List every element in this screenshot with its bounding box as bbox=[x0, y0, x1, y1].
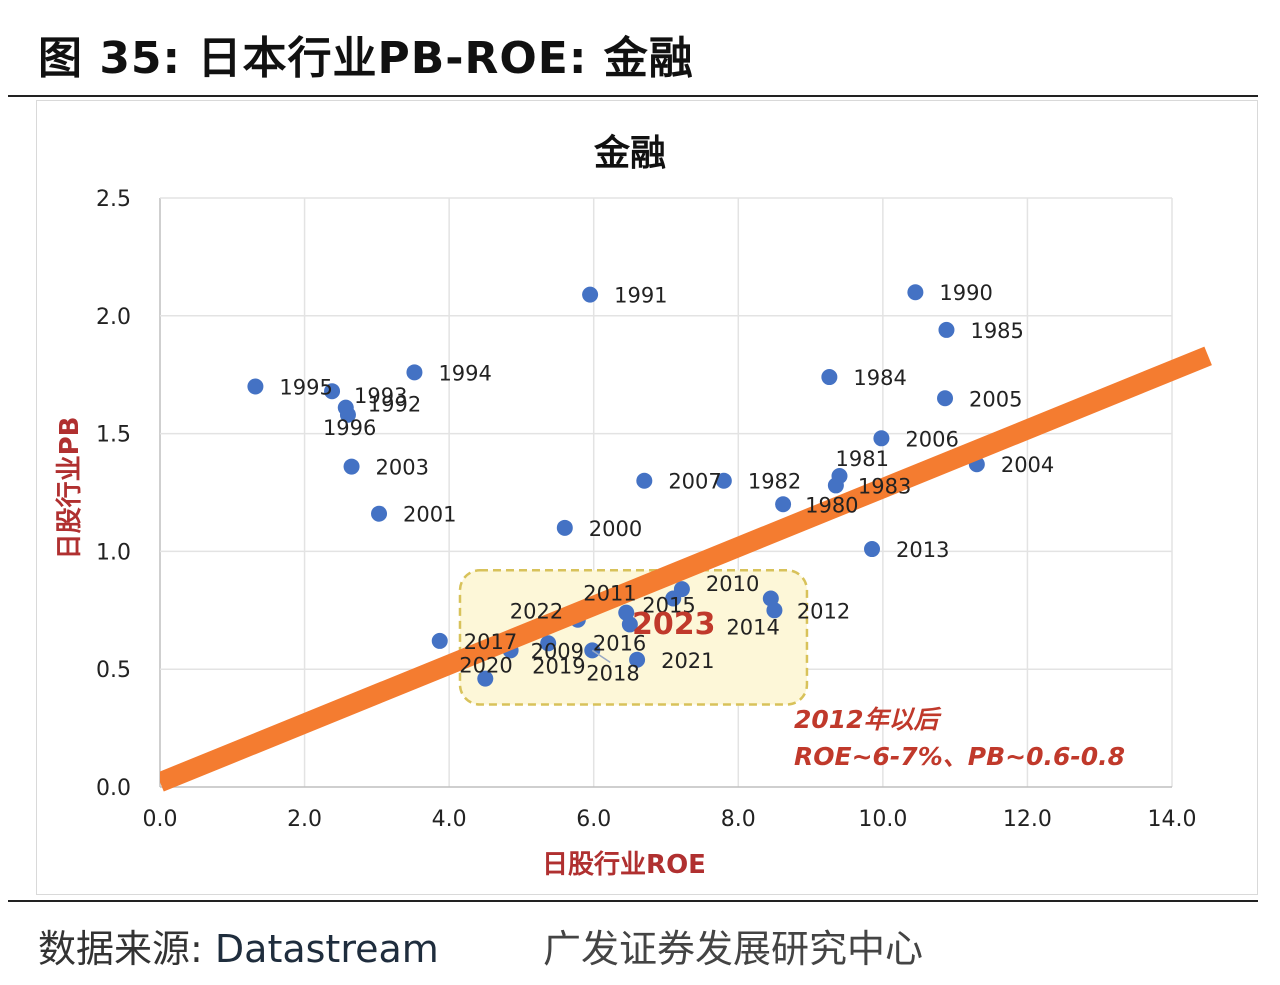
y-tick-label: 0.0 bbox=[96, 776, 131, 801]
point-2005 bbox=[937, 390, 954, 407]
credit-line: 广发证券发展研究中心 bbox=[543, 927, 924, 971]
source-label: 数据来源: bbox=[38, 927, 203, 971]
y-tick-label: 1.5 bbox=[96, 423, 131, 448]
label-2007: 2007 bbox=[668, 470, 721, 494]
source-value: Datastream bbox=[214, 927, 439, 971]
point-2006 bbox=[873, 430, 890, 447]
point-2019 bbox=[540, 635, 557, 652]
x-axis-ticks: 0.0 2.0 4.0 6.0 8.0 10.0 12.0 14.0 bbox=[143, 807, 1197, 832]
label-2004: 2004 bbox=[1001, 453, 1054, 477]
point-2017 bbox=[431, 632, 448, 649]
point-1990 bbox=[907, 284, 924, 301]
point-1994 bbox=[406, 364, 423, 381]
label-1984: 1984 bbox=[853, 366, 906, 390]
label-2000: 2000 bbox=[589, 517, 642, 541]
label-2020: 2020 bbox=[459, 654, 512, 678]
label-2011: 2011 bbox=[583, 582, 636, 606]
y-tick-label: 2.5 bbox=[96, 187, 131, 212]
y-tick-label: 1.0 bbox=[96, 540, 131, 565]
label-2018: 2018 bbox=[586, 661, 639, 685]
label-2019: 2019 bbox=[532, 654, 585, 678]
label-2016: 2016 bbox=[593, 631, 646, 655]
highlight-box bbox=[458, 568, 809, 706]
x-tick-label: 2.0 bbox=[287, 807, 322, 832]
label-2003: 2003 bbox=[376, 456, 429, 480]
label-1996: 1996 bbox=[323, 416, 376, 440]
label-1994: 1994 bbox=[438, 361, 491, 385]
label-1993: 1993 bbox=[354, 384, 407, 408]
x-tick-label: 0.0 bbox=[143, 807, 178, 832]
label-2015: 2015 bbox=[642, 594, 695, 618]
point-1982 bbox=[715, 472, 732, 489]
point-1983 bbox=[827, 477, 844, 494]
point-2014 bbox=[766, 602, 783, 619]
point-2021 bbox=[629, 651, 646, 668]
x-tick-label: 12.0 bbox=[1003, 807, 1052, 832]
x-tick-label: 10.0 bbox=[858, 807, 907, 832]
label-2012: 2012 bbox=[797, 600, 850, 624]
trend-segment bbox=[160, 346, 1212, 792]
point-2011 bbox=[665, 590, 682, 607]
figure-title: 图 35: 日本行业PB-ROE: 金融 bbox=[38, 33, 694, 84]
highlight-region bbox=[458, 568, 809, 706]
x-tick-label: 6.0 bbox=[576, 807, 611, 832]
top-rule bbox=[8, 95, 1258, 97]
x-axis-label: 日股行业ROE bbox=[542, 849, 706, 880]
label-2010: 2010 bbox=[706, 572, 759, 596]
highlight-label: 2023 bbox=[632, 607, 716, 642]
label-2013: 2013 bbox=[896, 538, 949, 562]
chart-title: 金融 bbox=[593, 132, 666, 174]
label-2021: 2021 bbox=[661, 649, 714, 673]
label-2022: 2022 bbox=[510, 600, 563, 624]
label-2001: 2001 bbox=[403, 503, 456, 527]
point-2003 bbox=[343, 458, 360, 475]
x-tick-label: 14.0 bbox=[1148, 807, 1197, 832]
point-2007 bbox=[636, 472, 653, 489]
point-1996 bbox=[339, 406, 356, 423]
point-1995 bbox=[247, 378, 264, 395]
y-axis-ticks: 0.0 0.5 1.0 1.5 2.0 2.5 bbox=[96, 187, 131, 801]
annotation-line-1: 2012年以后 bbox=[794, 705, 942, 734]
chart-frame bbox=[36, 100, 1258, 895]
label-2014: 2014 bbox=[726, 615, 779, 639]
point-2000 bbox=[556, 519, 573, 536]
label-1990: 1990 bbox=[939, 281, 992, 305]
annotation-line-2: ROE~6-7%、PB~0.6-0.8 bbox=[794, 742, 1125, 771]
point-1985 bbox=[938, 321, 955, 338]
label-1995: 1995 bbox=[279, 375, 332, 399]
point-1993 bbox=[324, 383, 341, 400]
data-points bbox=[247, 284, 985, 687]
label-2005: 2005 bbox=[969, 387, 1022, 411]
label-1981: 1981 bbox=[835, 447, 888, 471]
label-1991: 1991 bbox=[614, 284, 667, 308]
point-1991 bbox=[582, 286, 599, 303]
label-2006: 2006 bbox=[905, 427, 958, 451]
source-line: 数据来源: Datastream bbox=[38, 918, 439, 973]
label-2017: 2017 bbox=[464, 630, 517, 654]
point-1984 bbox=[821, 369, 838, 386]
leader-2018 bbox=[591, 649, 611, 663]
y-axis-label: 日股行业PB bbox=[54, 417, 85, 560]
label-2009: 2009 bbox=[531, 639, 584, 663]
annotations: 2012年以后 ROE~6-7%、PB~0.6-0.8 bbox=[794, 705, 1125, 771]
trend-line bbox=[160, 346, 1212, 792]
bottom-rule bbox=[8, 900, 1258, 902]
point-2013 bbox=[864, 541, 881, 558]
y-tick-label: 2.0 bbox=[96, 305, 131, 330]
label-1982: 1982 bbox=[748, 470, 801, 494]
label-1983: 1983 bbox=[858, 474, 911, 498]
label-1985: 1985 bbox=[970, 319, 1023, 343]
y-tick-label: 0.5 bbox=[96, 658, 131, 683]
point-2020 bbox=[477, 670, 494, 687]
point-2016 bbox=[621, 616, 638, 633]
highlight-2023: 2023 bbox=[632, 607, 716, 642]
x-tick-label: 4.0 bbox=[432, 807, 467, 832]
label-1992: 1992 bbox=[368, 393, 421, 417]
point-2001 bbox=[371, 505, 388, 522]
label-1980: 1980 bbox=[805, 493, 858, 517]
point-1980 bbox=[775, 496, 792, 513]
x-tick-label: 8.0 bbox=[721, 807, 756, 832]
